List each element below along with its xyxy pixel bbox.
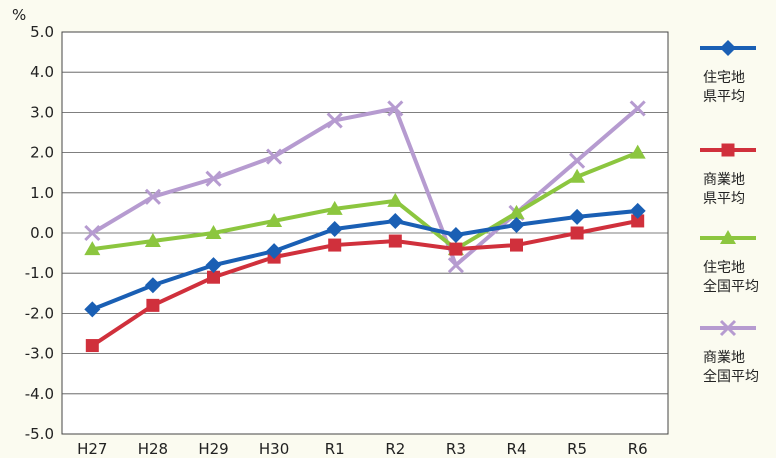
data-point-diamond [144, 277, 161, 294]
x-tick-label: R2 [385, 440, 405, 458]
x-tick-label: H30 [259, 440, 289, 458]
data-point-square [146, 298, 160, 312]
data-point-triangle [387, 192, 404, 207]
legend-label-line2: 県平均 [703, 191, 745, 207]
y-tick-label: 2.0 [30, 144, 54, 162]
data-point-square [631, 214, 645, 228]
y-tick-label: 1.0 [30, 184, 54, 202]
data-point-triangle [205, 225, 222, 239]
data-point-triangle [84, 241, 101, 256]
data-point-triangle [266, 212, 283, 227]
x-marker-stroke [719, 319, 737, 337]
data-point-diamond [720, 40, 736, 56]
y-tick-label: -1.0 [25, 264, 54, 282]
legend-label-line2: 全国平均 [703, 368, 759, 385]
x-tick-label: H27 [77, 440, 107, 458]
y-tick-label: 4.0 [30, 63, 54, 81]
data-point-x [144, 188, 161, 205]
y-tick-label: -3.0 [25, 345, 54, 363]
data-point-diamond [447, 227, 464, 244]
data-point-triangle [326, 200, 343, 215]
series-line [91, 218, 639, 348]
y-tick-label: -2.0 [25, 304, 54, 322]
series-2 [84, 144, 646, 256]
x-tick-label: R3 [446, 440, 466, 458]
data-point-x [205, 170, 222, 187]
y-tick-labels: 5.0 4.0 3.0 2.0 1.0 0.0 -1.0 -2.0 -3.0 -4.0 -5.0 [25, 23, 54, 443]
data-point-x [266, 148, 283, 165]
y-tick-label: -5.0 [25, 425, 54, 443]
data-point-triangle [508, 204, 525, 219]
legend-label-line2: 全国平均 [703, 278, 759, 295]
data-point-x [569, 152, 586, 169]
data-point-diamond [569, 208, 586, 225]
x-tick-label: H29 [198, 440, 228, 458]
data-point-x [326, 112, 343, 129]
x-marker-stroke [387, 100, 404, 117]
data-point-square [449, 242, 463, 256]
legend-label-line2: 県平均 [703, 89, 745, 105]
series-line [92, 150, 639, 252]
x-tick-label: H28 [138, 440, 168, 458]
y-tick-label: 0.0 [30, 224, 54, 242]
x-tick-label: R5 [567, 440, 587, 458]
data-point-square [85, 339, 99, 353]
data-point-square [510, 238, 523, 252]
x-marker-stroke [205, 170, 222, 187]
data-point-square [328, 238, 342, 252]
series-0 [84, 202, 646, 318]
data-point-x [447, 257, 464, 274]
y-tick-label: -4.0 [25, 385, 54, 403]
data-point-diamond [387, 212, 404, 229]
y-tick-label: 3.0 [30, 103, 54, 121]
data-point-diamond [266, 243, 283, 260]
x-tick-label: R4 [507, 440, 527, 458]
legend-label-line1: 商業地 [703, 350, 745, 366]
legend-label-line1: 商業地 [703, 172, 745, 188]
data-point-triangle [144, 233, 161, 248]
data-point-x [84, 224, 101, 242]
x-marker-stroke [629, 100, 646, 117]
data-point-x [629, 100, 646, 117]
x-marker-stroke [326, 112, 343, 129]
data-point-diamond [326, 220, 343, 237]
y-unit-label: % [12, 6, 26, 24]
data-point-triangle [720, 230, 736, 244]
legend-label-line1: 住宅地 [703, 260, 745, 276]
x-marker-stroke [447, 257, 464, 274]
gridlines [62, 71, 668, 395]
legend-label-line1: 住宅地 [703, 70, 745, 86]
data-point-diamond [84, 301, 101, 318]
data-point-triangle [569, 168, 586, 183]
data-point-x [719, 319, 737, 337]
data-point-square [207, 270, 220, 284]
series-1 [85, 214, 645, 353]
x-marker-stroke [569, 152, 586, 169]
x-tick-label: R1 [325, 440, 345, 458]
series-line [91, 106, 640, 268]
data-point-diamond [205, 257, 222, 274]
data-point-x [387, 100, 404, 117]
x-tick-label: R6 [628, 440, 648, 458]
data-point-square [570, 226, 584, 240]
series-line [91, 208, 638, 312]
data-point-square [388, 234, 402, 248]
data-point-diamond [508, 216, 525, 233]
x-marker-stroke [266, 148, 283, 165]
data-point-diamond [629, 202, 646, 219]
y-tick-label: 5.0 [30, 23, 54, 41]
x-marker-stroke [84, 224, 101, 242]
data-point-square [721, 143, 735, 157]
data-point-triangle [629, 144, 646, 159]
x-tick-labels: H27 H28 H29 H30 R1 R2 R3 R4 R5 R6 [77, 440, 648, 458]
x-marker-stroke [144, 188, 161, 205]
